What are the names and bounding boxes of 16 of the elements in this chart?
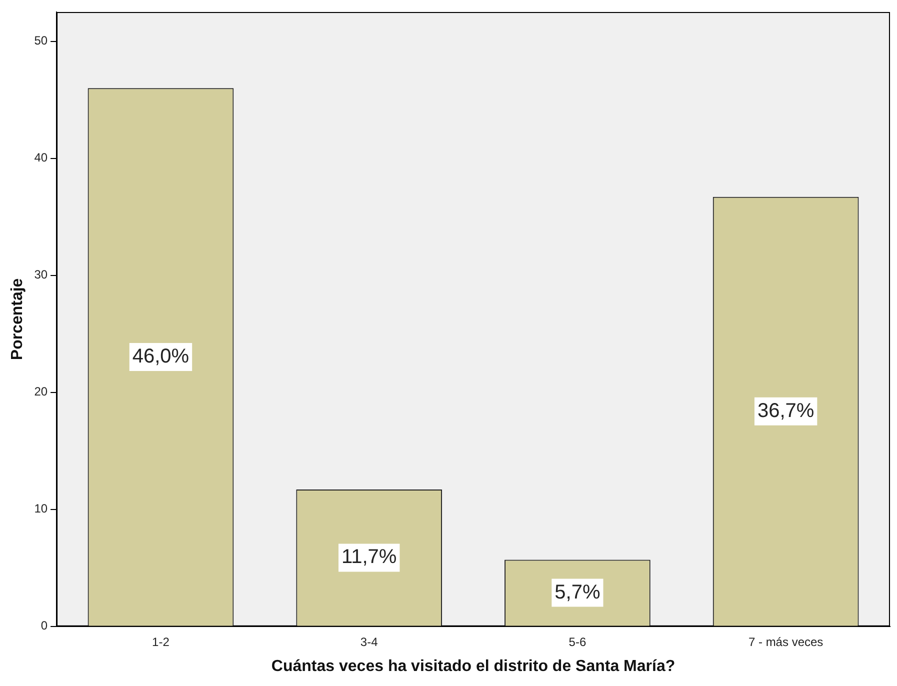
- y-tick-label: 10: [34, 502, 48, 516]
- y-tick-label: 50: [34, 34, 48, 48]
- data-label: 36,7%: [757, 400, 814, 422]
- x-tick-label: 7 - más veces: [748, 634, 824, 649]
- data-label: 46,0%: [132, 346, 190, 368]
- y-axis-title: Porcentaje: [9, 278, 26, 360]
- y-tick-label: 20: [34, 384, 48, 399]
- data-label: 5,7%: [554, 581, 600, 604]
- y-tick-label: 40: [34, 150, 48, 165]
- data-label: 11,7%: [341, 546, 397, 568]
- x-tick-label: 3-4: [360, 634, 378, 649]
- x-tick-label: 5-6: [568, 634, 586, 649]
- y-tick-label: 0: [40, 618, 48, 633]
- y-tick-label: 30: [34, 268, 48, 282]
- x-tick-label: 1-2: [152, 634, 170, 649]
- x-axis-title: Cuántas veces ha visitado el distrito de Santa María?: [271, 658, 676, 675]
